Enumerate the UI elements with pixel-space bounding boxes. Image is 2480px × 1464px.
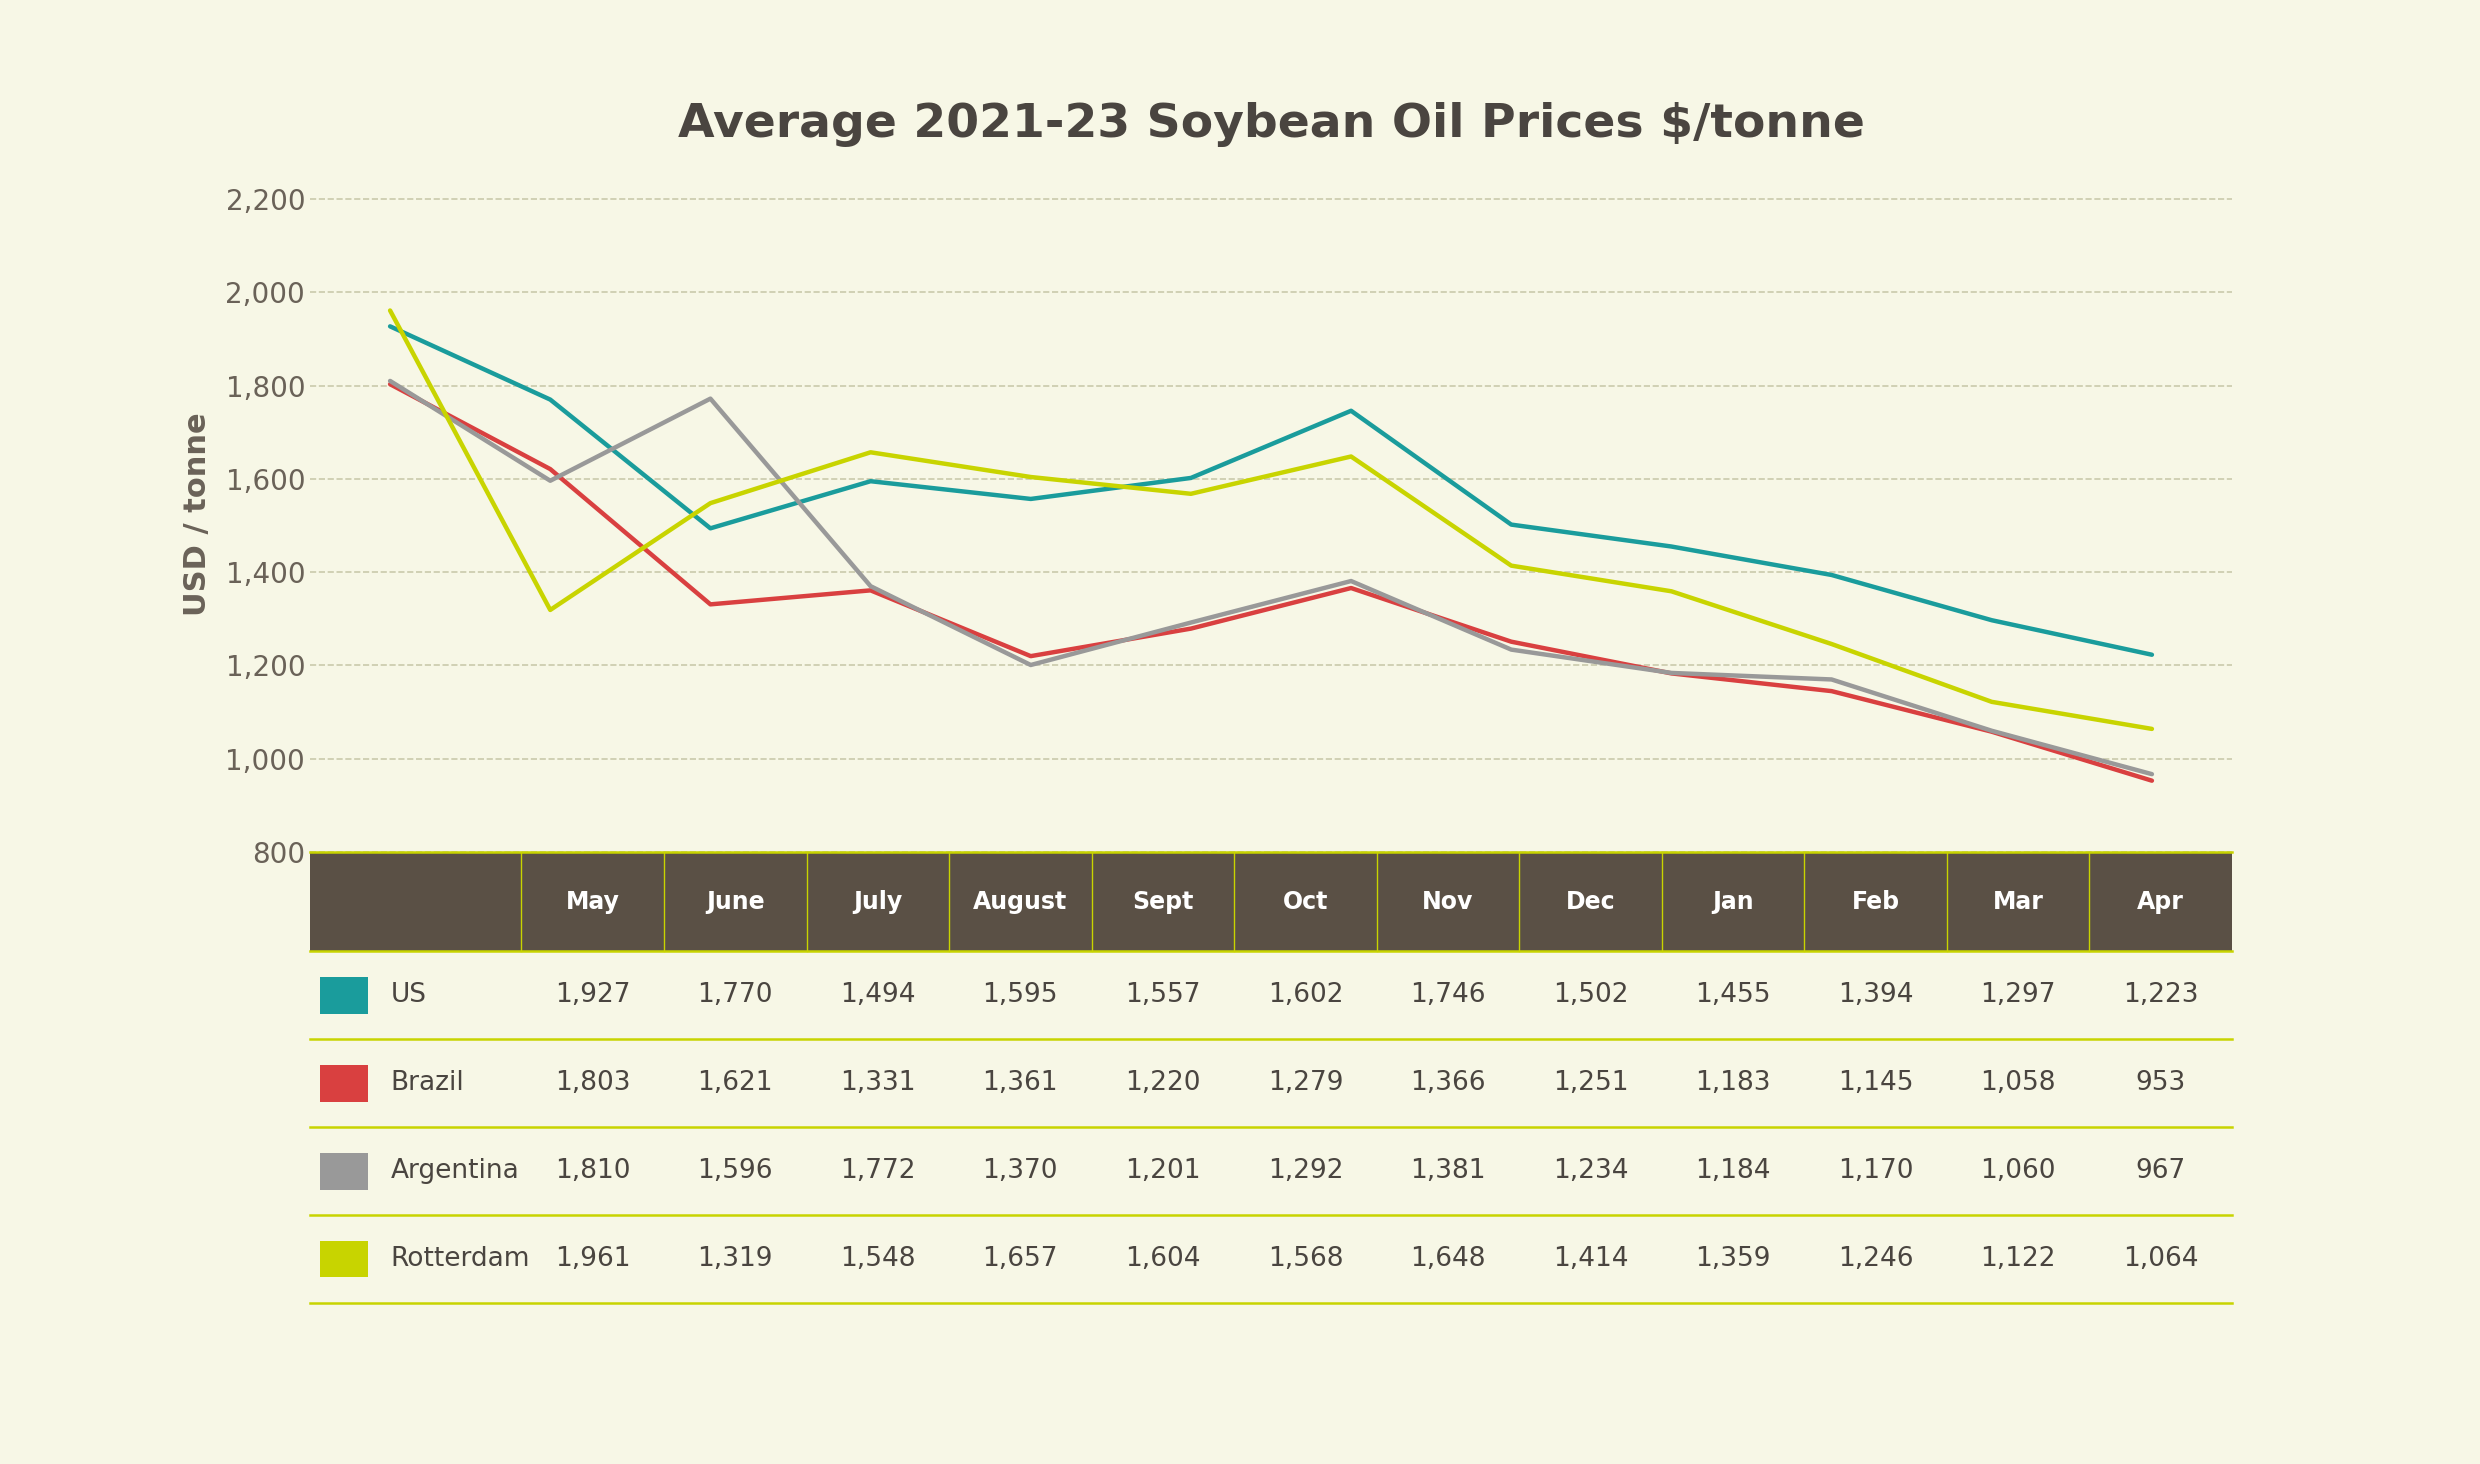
Text: 1,366: 1,366 <box>1411 1070 1486 1097</box>
Text: 1,621: 1,621 <box>697 1070 774 1097</box>
Text: 1,494: 1,494 <box>841 982 915 1009</box>
Bar <box>320 1240 367 1278</box>
Text: 1,122: 1,122 <box>1982 1246 2056 1272</box>
Text: August: August <box>972 890 1066 914</box>
Bar <box>310 1127 2232 1215</box>
Text: 1,184: 1,184 <box>1696 1158 1771 1184</box>
Text: 953: 953 <box>2135 1070 2185 1097</box>
Text: 1,502: 1,502 <box>1552 982 1629 1009</box>
Text: Mar: Mar <box>1994 890 2044 914</box>
Text: 1,234: 1,234 <box>1552 1158 1629 1184</box>
Text: Jan: Jan <box>1711 890 1753 914</box>
Text: 1,223: 1,223 <box>2123 982 2197 1009</box>
Text: 1,361: 1,361 <box>982 1070 1059 1097</box>
Text: 1,414: 1,414 <box>1552 1246 1629 1272</box>
Bar <box>310 1215 2232 1303</box>
Text: 1,746: 1,746 <box>1411 982 1486 1009</box>
Bar <box>320 1064 367 1101</box>
Text: Nov: Nov <box>1424 890 1473 914</box>
Text: 1,170: 1,170 <box>1838 1158 1915 1184</box>
Text: 1,183: 1,183 <box>1696 1070 1771 1097</box>
Text: 1,648: 1,648 <box>1411 1246 1486 1272</box>
Text: 1,201: 1,201 <box>1126 1158 1200 1184</box>
Text: Apr: Apr <box>2138 890 2185 914</box>
Text: 1,064: 1,064 <box>2123 1246 2197 1272</box>
Bar <box>320 976 367 1013</box>
Text: July: July <box>853 890 903 914</box>
Text: Brazil: Brazil <box>392 1070 464 1097</box>
Text: Feb: Feb <box>1853 890 1900 914</box>
Text: 1,220: 1,220 <box>1126 1070 1200 1097</box>
Bar <box>310 852 2232 952</box>
Text: 1,251: 1,251 <box>1552 1070 1629 1097</box>
Text: 1,810: 1,810 <box>556 1158 630 1184</box>
Text: 1,568: 1,568 <box>1267 1246 1344 1272</box>
Bar <box>320 1152 367 1190</box>
Text: May: May <box>565 890 620 914</box>
Text: Argentina: Argentina <box>392 1158 518 1184</box>
Text: 1,058: 1,058 <box>1982 1070 2056 1097</box>
Text: 1,602: 1,602 <box>1267 982 1344 1009</box>
Text: 1,770: 1,770 <box>697 982 774 1009</box>
Text: 1,331: 1,331 <box>841 1070 915 1097</box>
Text: 1,455: 1,455 <box>1696 982 1771 1009</box>
Bar <box>310 1039 2232 1127</box>
Text: 1,596: 1,596 <box>697 1158 774 1184</box>
Text: 1,145: 1,145 <box>1838 1070 1915 1097</box>
Text: 1,657: 1,657 <box>982 1246 1059 1272</box>
Text: 1,381: 1,381 <box>1411 1158 1486 1184</box>
Text: 1,279: 1,279 <box>1267 1070 1344 1097</box>
Text: 1,961: 1,961 <box>556 1246 630 1272</box>
Text: 1,604: 1,604 <box>1126 1246 1200 1272</box>
Text: 1,803: 1,803 <box>556 1070 630 1097</box>
Text: June: June <box>707 890 764 914</box>
Text: 1,557: 1,557 <box>1126 982 1200 1009</box>
Text: Oct: Oct <box>1282 890 1329 914</box>
Text: 1,319: 1,319 <box>697 1246 774 1272</box>
Title: Average 2021-23 Soybean Oil Prices $/tonne: Average 2021-23 Soybean Oil Prices $/ton… <box>677 102 1865 146</box>
Text: 1,292: 1,292 <box>1267 1158 1344 1184</box>
Text: 1,297: 1,297 <box>1982 982 2056 1009</box>
Text: Sept: Sept <box>1133 890 1193 914</box>
Bar <box>310 952 2232 1039</box>
Text: 1,772: 1,772 <box>841 1158 915 1184</box>
Text: Dec: Dec <box>1565 890 1614 914</box>
Text: 1,060: 1,060 <box>1982 1158 2056 1184</box>
Text: 1,246: 1,246 <box>1838 1246 1915 1272</box>
Text: 1,394: 1,394 <box>1838 982 1915 1009</box>
Text: 1,548: 1,548 <box>841 1246 915 1272</box>
Text: 967: 967 <box>2135 1158 2185 1184</box>
Text: 1,927: 1,927 <box>556 982 630 1009</box>
Text: Rotterdam: Rotterdam <box>392 1246 531 1272</box>
Text: 1,595: 1,595 <box>982 982 1059 1009</box>
Text: US: US <box>392 982 427 1009</box>
Y-axis label: USD / tonne: USD / tonne <box>184 411 211 616</box>
Text: 1,359: 1,359 <box>1696 1246 1771 1272</box>
Text: 1,370: 1,370 <box>982 1158 1059 1184</box>
